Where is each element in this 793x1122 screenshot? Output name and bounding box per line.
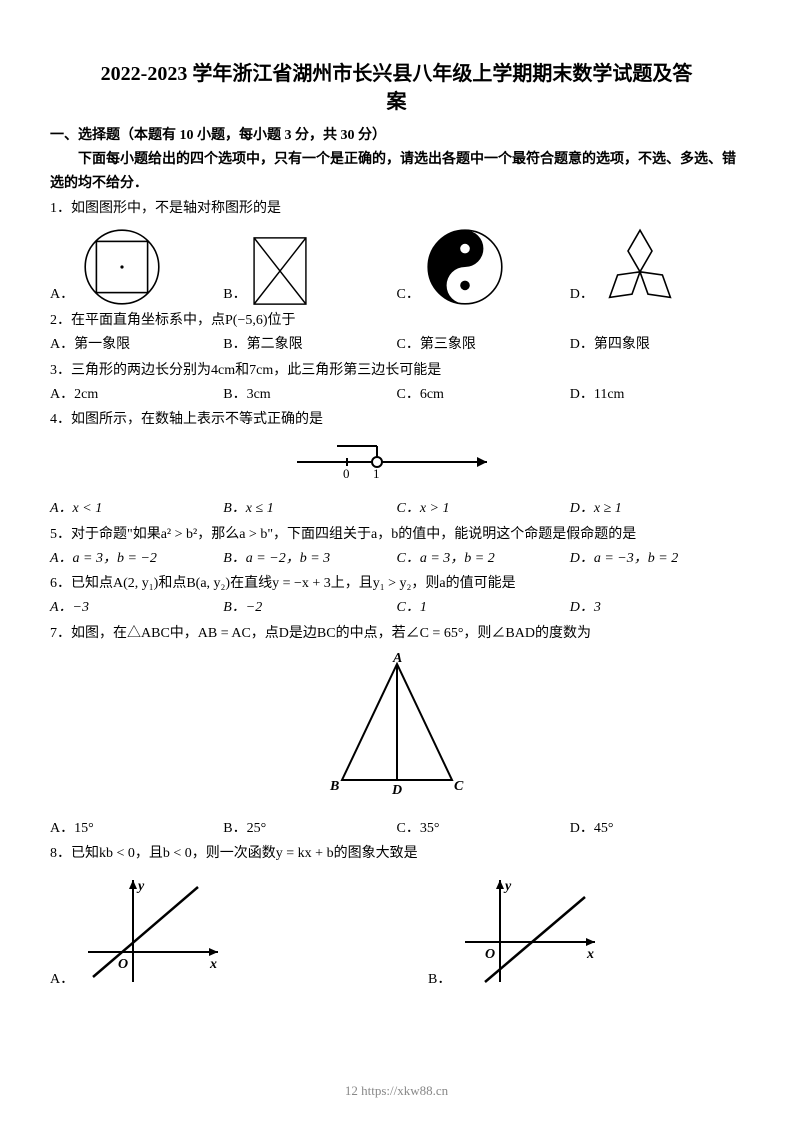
q1-figure-b <box>251 235 309 307</box>
option-b: B． y x O <box>428 872 743 992</box>
option-a: A．a = 3，b = −2 <box>50 547 223 571</box>
svg-text:1: 1 <box>373 466 380 481</box>
option-b: B．3cm <box>223 383 396 407</box>
option-a: A．15° <box>50 817 223 841</box>
triangle-icon: A B C D <box>312 652 482 802</box>
question-text: 3．三角形的两边长分别为4cm和7cm，此三角形第三边长可能是 <box>50 359 743 383</box>
option-b: B．x ≤ 1 <box>223 497 396 521</box>
question-7: 7．如图，在△ABC中，AB = AC，点D是边BC的中点，若∠C = 65°，… <box>50 622 743 840</box>
option-label: D． <box>570 283 594 307</box>
option-label: C． <box>397 283 420 307</box>
svg-text:A: A <box>392 652 402 666</box>
svg-text:D: D <box>391 783 402 798</box>
question-5: 5．对于命题"如果a² > b²，那么a > b"，下面四组关于a，b的值中，能… <box>50 523 743 571</box>
question-text: 1．如图图形中，不是轴对称图形的是 <box>50 197 743 221</box>
q7-figure: A B C D <box>50 652 743 811</box>
option-b: B．−2 <box>223 596 396 620</box>
options-row: A．15° B．25° C．35° D．45° <box>50 817 743 841</box>
option-d: D．45° <box>570 817 743 841</box>
page-title: 2022-2023 学年浙江省湖州市长兴县八年级上学期期末数学试题及答 案 <box>50 60 743 116</box>
section-1-header: 一、选择题（本题有 10 小题，每小题 3 分，共 30 分） <box>50 124 743 148</box>
option-a: A．2cm <box>50 383 223 407</box>
option-c: C．第三象限 <box>397 333 570 357</box>
title-line-2: 案 <box>50 88 743 116</box>
option-d: D．3 <box>570 596 743 620</box>
option-a: A． y x O <box>50 872 428 992</box>
option-c: C．a = 3，b = 2 <box>397 547 570 571</box>
option-label: B． <box>223 283 246 307</box>
q8-graph-b: y x O <box>455 872 605 992</box>
option-d: D．x ≥ 1 <box>570 497 743 521</box>
option-d: D． <box>570 227 743 307</box>
svg-text:O: O <box>118 957 128 972</box>
svg-text:x: x <box>209 957 217 972</box>
svg-text:x: x <box>586 947 594 962</box>
question-4: 4．如图所示，在数轴上表示不等式正确的是 0 1 A．x < 1 B．x ≤ 1… <box>50 408 743 520</box>
option-c: C． <box>397 227 570 307</box>
option-label: A． <box>50 968 74 992</box>
question-text: 4．如图所示，在数轴上表示不等式正确的是 <box>50 408 743 432</box>
section-1-note: 下面每小题给出的四个选项中，只有一个是正确的，请选出各题中一个最符合题意的选项，… <box>50 148 743 196</box>
q1-figure-c <box>424 227 506 307</box>
page-footer: 12 https://xkw88.cn <box>0 1080 793 1102</box>
question-text: 5．对于命题"如果a² > b²，那么a > b"，下面四组关于a，b的值中，能… <box>50 523 743 547</box>
q1-figure-a <box>78 227 166 307</box>
svg-text:y: y <box>503 879 512 894</box>
question-2: 2．在平面直角坐标系中，点P(−5,6)位于 A．第一象限 B．第二象限 C．第… <box>50 309 743 357</box>
option-c: C．x > 1 <box>397 497 570 521</box>
option-a: A．x < 1 <box>50 497 223 521</box>
q8-graph-a: y x O <box>78 872 228 992</box>
option-b: B．25° <box>223 817 396 841</box>
svg-text:B: B <box>329 779 339 794</box>
question-text: 7．如图，在△ABC中，AB = AC，点D是边BC的中点，若∠C = 65°，… <box>50 622 743 646</box>
option-d: D．a = −3，b = 2 <box>570 547 743 571</box>
option-label: A． <box>50 283 74 307</box>
question-text: 2．在平面直角坐标系中，点P(−5,6)位于 <box>50 309 743 333</box>
svg-text:y: y <box>136 879 145 894</box>
option-c: C．6cm <box>397 383 570 407</box>
options-row: A．a = 3，b = −2 B．a = −2，b = 3 C．a = 3，b … <box>50 547 743 571</box>
options-row: A．−3 B．−2 C．1 D．3 <box>50 596 743 620</box>
question-6: 6．已知点A(2, y₁)和点B(a, y₂)在直线y = −x + 3上，且y… <box>50 572 743 620</box>
q1-figure-d <box>598 227 682 307</box>
option-b: B．第二象限 <box>223 333 396 357</box>
options-row: A．x < 1 B．x ≤ 1 C．x > 1 D．x ≥ 1 <box>50 497 743 521</box>
option-d: D．第四象限 <box>570 333 743 357</box>
options-row: A．第一象限 B．第二象限 C．第三象限 D．第四象限 <box>50 333 743 357</box>
question-3: 3．三角形的两边长分别为4cm和7cm，此三角形第三边长可能是 A．2cm B．… <box>50 359 743 407</box>
question-text: 8．已知kb < 0，且b < 0，则一次函数y = kx + b的图象大致是 <box>50 842 743 866</box>
option-c: C．1 <box>397 596 570 620</box>
svg-text:O: O <box>485 947 495 962</box>
option-a: A．第一象限 <box>50 333 223 357</box>
option-d: D．11cm <box>570 383 743 407</box>
option-b: B．a = −2，b = 3 <box>223 547 396 571</box>
option-a: A． <box>50 227 223 307</box>
option-a: A．−3 <box>50 596 223 620</box>
option-b: B． <box>223 235 396 307</box>
options-row: A． B． C． D． <box>50 227 743 307</box>
question-1: 1．如图图形中，不是轴对称图形的是 A． B． C． <box>50 197 743 307</box>
options-row: A．2cm B．3cm C．6cm D．11cm <box>50 383 743 407</box>
option-label: B． <box>428 968 451 992</box>
svg-text:C: C <box>454 779 464 794</box>
options-row: A． y x O B． y x O <box>50 872 743 992</box>
svg-text:0: 0 <box>343 466 350 481</box>
question-8: 8．已知kb < 0，且b < 0，则一次函数y = kx + b的图象大致是 … <box>50 842 743 992</box>
question-text: 6．已知点A(2, y₁)和点B(a, y₂)在直线y = −x + 3上，且y… <box>50 572 743 596</box>
numberline-icon: 0 1 <box>287 438 507 482</box>
q4-figure: 0 1 <box>50 438 743 491</box>
title-line-1: 2022-2023 学年浙江省湖州市长兴县八年级上学期期末数学试题及答 <box>50 60 743 88</box>
option-c: C．35° <box>397 817 570 841</box>
